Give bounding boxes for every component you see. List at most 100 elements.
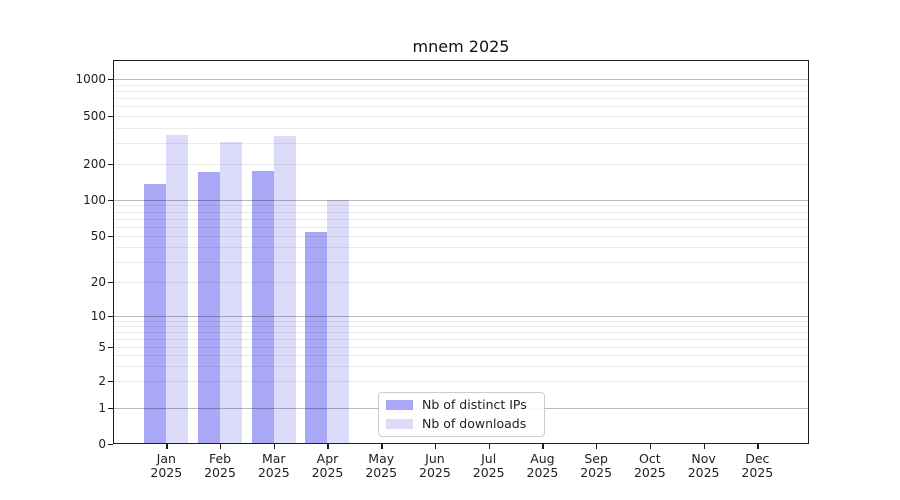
bar-nb-of-distinct-ips-mar	[251, 170, 274, 444]
gridline-minor	[113, 236, 809, 237]
x-tick-label-jun: Jun 2025	[405, 452, 465, 480]
gridline-minor	[113, 90, 809, 92]
month-label: Dec	[745, 451, 770, 466]
y-tick-label: 50	[90, 228, 106, 243]
month-label: Jun	[425, 451, 445, 466]
gridline-minor	[113, 282, 809, 283]
gridline-minor	[113, 142, 809, 144]
grid-layer	[113, 60, 809, 444]
x-tick-mark	[703, 444, 705, 449]
legend: Nb of distinct IPs Nb of downloads	[378, 392, 545, 437]
gridline-minor	[113, 164, 809, 165]
x-tick-label-feb: Feb 2025	[190, 452, 250, 480]
gridline-minor	[113, 381, 809, 382]
x-tick-mark	[220, 444, 222, 449]
legend-swatch-downloads	[386, 419, 413, 429]
gridline-minor	[113, 331, 809, 333]
bar-nb-of-distinct-ips-jan	[144, 184, 167, 444]
month-label: Aug	[530, 451, 555, 466]
y-tick-label: 10	[90, 308, 106, 323]
gridline-major	[113, 200, 809, 201]
bar-nb-of-downloads-feb	[220, 141, 243, 444]
y-tick-label: 0	[98, 436, 106, 451]
x-tick-label-oct: Oct 2025	[620, 452, 680, 480]
y-tick-label: 2	[98, 373, 106, 388]
gridline-minor	[113, 347, 809, 348]
gridline-minor	[113, 205, 809, 207]
year-label: 2025	[580, 465, 613, 480]
gridline-minor	[113, 211, 809, 213]
year-label: 2025	[633, 465, 666, 480]
x-tick-mark	[649, 444, 652, 449]
gridline-minor	[113, 355, 809, 357]
bar-nb-of-downloads-mar	[273, 136, 296, 444]
gridline-major	[113, 79, 809, 80]
bars-layer	[113, 60, 809, 444]
gridline-minor	[113, 106, 809, 108]
gridline-minor	[113, 247, 809, 249]
month-label: Feb	[208, 451, 232, 466]
x-tick-label-dec: Dec 2025	[727, 452, 787, 480]
x-tick-mark	[542, 444, 544, 449]
x-tick-mark	[596, 444, 598, 449]
y-tick-label: 1000	[75, 71, 106, 86]
y-tick-label: 1	[98, 400, 106, 415]
year-label: 2025	[472, 465, 505, 480]
year-label: 2025	[204, 465, 236, 480]
gridline-minor	[113, 116, 809, 117]
x-tick-label-sep: Sep 2025	[566, 452, 626, 480]
bar-nb-of-distinct-ips-apr	[305, 232, 328, 444]
month-label: Sep	[584, 451, 608, 466]
month-label: Nov	[691, 451, 716, 466]
x-tick-mark	[381, 444, 383, 449]
x-tick-label-apr: Apr 2025	[297, 452, 357, 480]
legend-swatch-distinct-ips	[386, 400, 413, 410]
gridline-minor	[113, 261, 809, 263]
gridline-minor	[113, 84, 809, 86]
gridline-minor	[113, 226, 809, 228]
x-tick-label-mar: Mar 2025	[244, 452, 304, 480]
legend-label-distinct-ips: Nb of distinct IPs	[422, 397, 527, 412]
gridline-minor	[113, 218, 809, 220]
month-label: Mar	[261, 451, 286, 466]
y-tick-label: 500	[83, 108, 106, 123]
y-tick-label: 200	[83, 156, 106, 171]
gridline-major	[113, 316, 809, 317]
gridline-minor	[113, 320, 809, 322]
x-tick-label-jan: Jan 2025	[136, 452, 196, 480]
year-label: 2025	[419, 465, 451, 480]
x-tick-label-aug: Aug 2025	[512, 452, 572, 480]
legend-label-downloads: Nb of downloads	[422, 416, 527, 431]
gridline-minor	[113, 127, 809, 129]
month-label: May	[368, 451, 395, 466]
legend-row-downloads: Nb of downloads	[386, 416, 537, 432]
gridline-minor	[113, 338, 809, 340]
year-label: 2025	[257, 465, 290, 480]
y-tick-label: 100	[83, 192, 106, 207]
year-label: 2025	[741, 465, 774, 480]
year-label: 2025	[365, 465, 398, 480]
year-label: 2025	[311, 465, 344, 480]
year-label: 2025	[687, 465, 720, 480]
x-tick-mark	[273, 444, 276, 449]
y-tick-label: 5	[98, 339, 106, 354]
bar-nb-of-downloads-apr	[327, 200, 350, 444]
year-label: 2025	[150, 465, 183, 480]
x-tick-mark	[166, 444, 168, 449]
month-label: Jan	[156, 451, 176, 466]
year-label: 2025	[526, 465, 559, 480]
gridline-minor	[113, 365, 809, 367]
bar-nb-of-downloads-jan	[166, 134, 189, 444]
bar-nb-of-distinct-ips-feb	[198, 172, 221, 444]
month-label: Apr	[316, 451, 339, 466]
x-tick-mark	[488, 444, 490, 449]
chart-title: mnem 2025	[412, 37, 510, 56]
gridline-minor	[113, 325, 809, 327]
x-tick-mark	[434, 444, 437, 449]
month-label: Oct	[639, 451, 661, 466]
x-tick-label-nov: Nov 2025	[674, 452, 734, 480]
y-tick-label: 20	[90, 274, 106, 289]
x-tick-label-may: May 2025	[351, 452, 411, 480]
month-label: Jul	[481, 451, 497, 466]
